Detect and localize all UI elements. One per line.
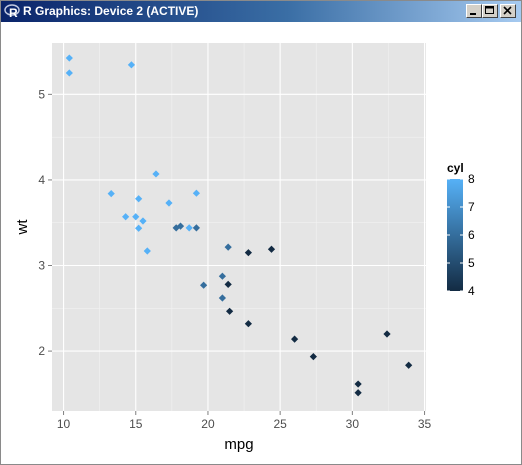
- data-point: [224, 243, 232, 251]
- y-tick-label: 3: [38, 259, 45, 273]
- x-axis-title: mpg: [224, 436, 253, 453]
- minor-gridlines: [52, 43, 426, 411]
- title-bar[interactable]: R R Graphics: Device 2 (ACTIVE): [1, 1, 521, 22]
- legend-tick-label: 6: [468, 228, 475, 242]
- maximize-button[interactable]: [482, 4, 498, 18]
- x-tick-label: 30: [346, 417, 360, 431]
- legend-tick-label: 7: [468, 200, 475, 214]
- y-tick-label: 4: [38, 173, 45, 187]
- data-point: [65, 54, 73, 62]
- data-point: [267, 245, 276, 253]
- data-point: [122, 213, 130, 221]
- legend-tick-label: 4: [468, 284, 475, 298]
- x-tick-label: 20: [201, 417, 215, 431]
- window-title: R Graphics: Device 2 (ACTIVE): [23, 4, 199, 18]
- data-point: [135, 224, 143, 232]
- data-point: [172, 224, 180, 232]
- plot-panel: [52, 43, 426, 411]
- x-tick-label: 35: [418, 417, 432, 431]
- data-point: [165, 199, 173, 207]
- r-logo-icon: R: [4, 4, 20, 19]
- data-point: [224, 280, 232, 288]
- legend-tick-label: 5: [468, 256, 475, 270]
- data-point: [192, 224, 201, 232]
- data-point: [244, 320, 252, 328]
- data-point: [218, 294, 226, 302]
- data-point: [132, 213, 140, 221]
- plot-device-area: 10 15 20 25 30 35 2 3 4 5 mpg wt cyl 4 5 6 7 8: [1, 22, 521, 464]
- minimize-icon: [470, 13, 476, 15]
- close-icon: [503, 6, 512, 15]
- minimize-button[interactable]: [466, 4, 482, 18]
- data-point: [218, 272, 226, 280]
- data-point: [65, 69, 73, 77]
- legend-title: cyl: [447, 161, 464, 175]
- y-tick-label: 2: [38, 344, 45, 358]
- data-point: [354, 389, 362, 397]
- y-axis-title: wt: [14, 219, 31, 236]
- data-point: [354, 380, 362, 388]
- data-point: [152, 170, 160, 178]
- data-point: [290, 335, 299, 343]
- data-point: [226, 307, 234, 315]
- x-tick-label: 10: [57, 417, 71, 431]
- data-points: [65, 54, 413, 397]
- data-point: [192, 189, 201, 197]
- data-point: [309, 353, 317, 361]
- data-point: [405, 361, 413, 369]
- data-point: [185, 224, 193, 232]
- data-point: [143, 247, 151, 255]
- legend-ticks: 4 5 6 7 8: [447, 172, 475, 298]
- data-point: [127, 61, 136, 69]
- data-point: [383, 330, 391, 338]
- y-axis-ticks: 2 3 4 5: [38, 87, 52, 358]
- y-tick-label: 5: [38, 87, 45, 101]
- close-button[interactable]: [500, 4, 516, 18]
- major-gridlines: [52, 43, 426, 411]
- x-tick-label: 15: [129, 417, 143, 431]
- legend-colorbar: [447, 179, 463, 291]
- legend-tick-label: 8: [468, 172, 475, 186]
- x-tick-label: 25: [273, 417, 287, 431]
- data-point: [244, 249, 252, 257]
- data-point: [135, 195, 143, 203]
- svg-text:R: R: [9, 6, 18, 19]
- scatter-plot: 10 15 20 25 30 35 2 3 4 5 mpg wt cyl 4 5 6 7 8: [14, 43, 475, 453]
- data-point: [200, 281, 208, 289]
- x-axis-ticks: 10 15 20 25 30 35: [57, 411, 432, 431]
- data-point: [139, 217, 147, 225]
- data-point: [107, 190, 115, 198]
- maximize-icon: [485, 6, 494, 14]
